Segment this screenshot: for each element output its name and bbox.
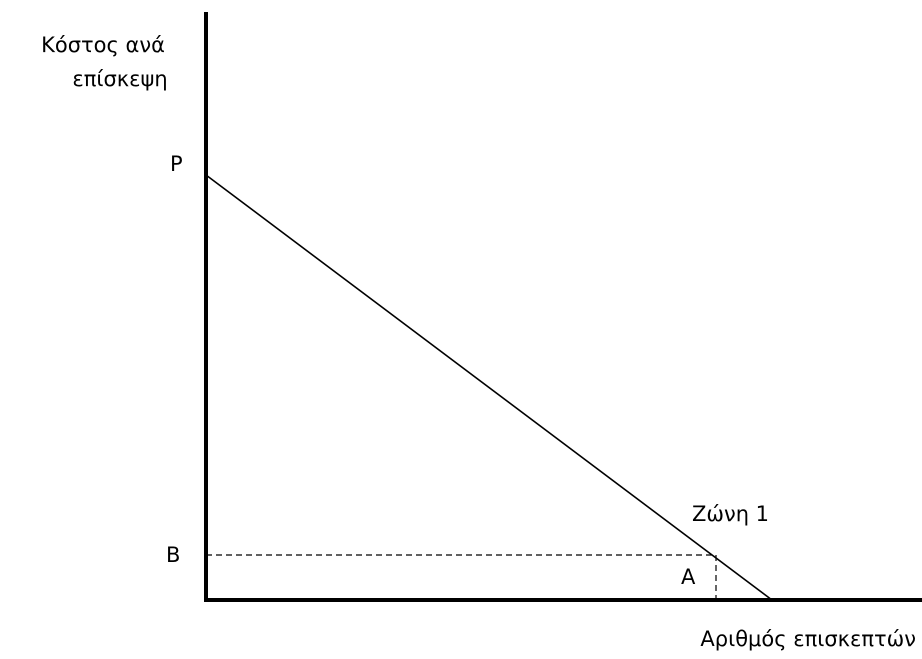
curve-label: Ζώνη 1: [692, 502, 769, 526]
demand-line: [205, 174, 773, 601]
point-label: P: [170, 152, 183, 176]
x-axis-label: Αριθμός επισκεπτών: [700, 627, 916, 651]
point-label: A: [681, 565, 696, 589]
y-axis-label: Κόστος ανά: [41, 33, 165, 57]
point-label: B: [166, 543, 180, 567]
y-axis-label: επίσκεψη: [72, 67, 167, 91]
